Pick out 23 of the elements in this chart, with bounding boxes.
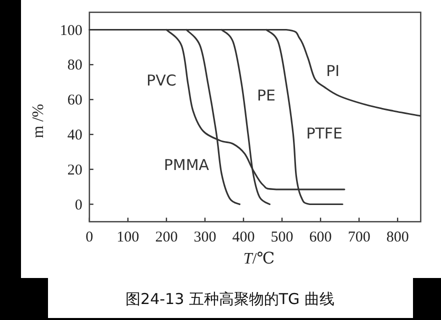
text: 图24-13 五种高聚物的TG 曲线 xyxy=(126,290,334,308)
x-tick-label: 400 xyxy=(232,230,255,246)
x-tick-label: 700 xyxy=(348,230,370,246)
x-tick-label: 0 xyxy=(86,230,94,246)
x-tick-label: 100 xyxy=(116,230,140,246)
x-tick-label: 200 xyxy=(155,230,178,246)
series-label: PI xyxy=(326,62,340,80)
y-tick-label: 100 xyxy=(60,22,82,39)
y-tick-label: 80 xyxy=(67,58,82,74)
x-axis-title: T/℃ xyxy=(243,250,275,268)
x-tick-label: 600 xyxy=(309,230,332,246)
series-label: PE xyxy=(256,86,276,104)
x-tick-label: 500 xyxy=(270,230,294,246)
y-tick-label: 20 xyxy=(67,162,82,178)
y-tick-label: 40 xyxy=(67,127,82,144)
y-axis-title: m /% xyxy=(30,104,47,138)
y-tick-label: 60 xyxy=(67,92,82,109)
x-tick-label: 800 xyxy=(386,230,409,246)
series-label: PVC xyxy=(146,71,176,90)
x-tick-label: 300 xyxy=(194,230,216,246)
y-tick-label: 0 xyxy=(74,197,82,214)
series-label: PMMA xyxy=(164,156,210,174)
series-label: PTFE xyxy=(306,124,343,143)
